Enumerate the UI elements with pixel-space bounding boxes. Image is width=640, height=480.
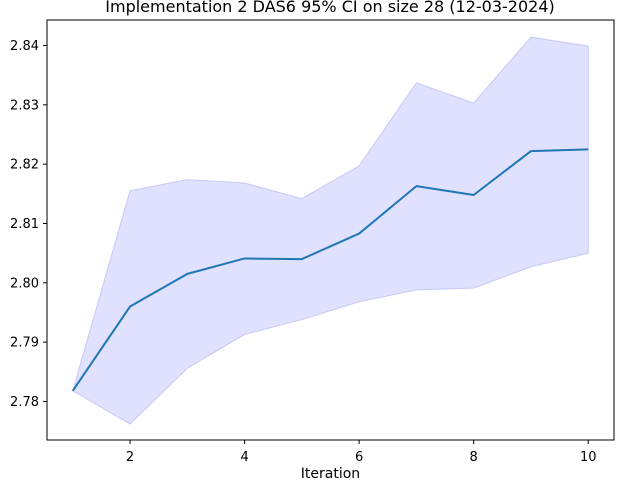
x-axis: 2 4 6 8 10 <box>126 440 597 465</box>
plot-area-frame <box>46 19 615 441</box>
y-tick-label: 2.84 <box>10 39 39 54</box>
x-tick-label: 10 <box>580 450 597 465</box>
chart-title: Implementation 2 DAS6 95% CI on size 28 … <box>105 0 554 16</box>
y-axis: 2.78 2.79 2.80 2.81 2.82 2.83 2.84 <box>10 39 47 410</box>
y-tick-label: 2.80 <box>10 276 39 291</box>
confidence-band <box>72 36 589 425</box>
y-tick-label: 2.82 <box>10 158 39 173</box>
y-tick-label: 2.78 <box>10 395 39 410</box>
series-line-layer <box>71 148 589 392</box>
confidence-band-layer <box>72 36 589 425</box>
y-tick-label: 2.81 <box>10 217 39 232</box>
x-tick-label: 4 <box>240 450 248 465</box>
y-tick-label: 2.79 <box>10 336 39 351</box>
x-tick-label: 6 <box>355 450 363 465</box>
x-tick-label: 2 <box>126 450 134 465</box>
series-line <box>71 148 589 392</box>
x-axis-label: Iteration <box>301 466 360 480</box>
y-tick-label: 2.83 <box>10 98 39 113</box>
x-tick-label: 8 <box>470 450 478 465</box>
